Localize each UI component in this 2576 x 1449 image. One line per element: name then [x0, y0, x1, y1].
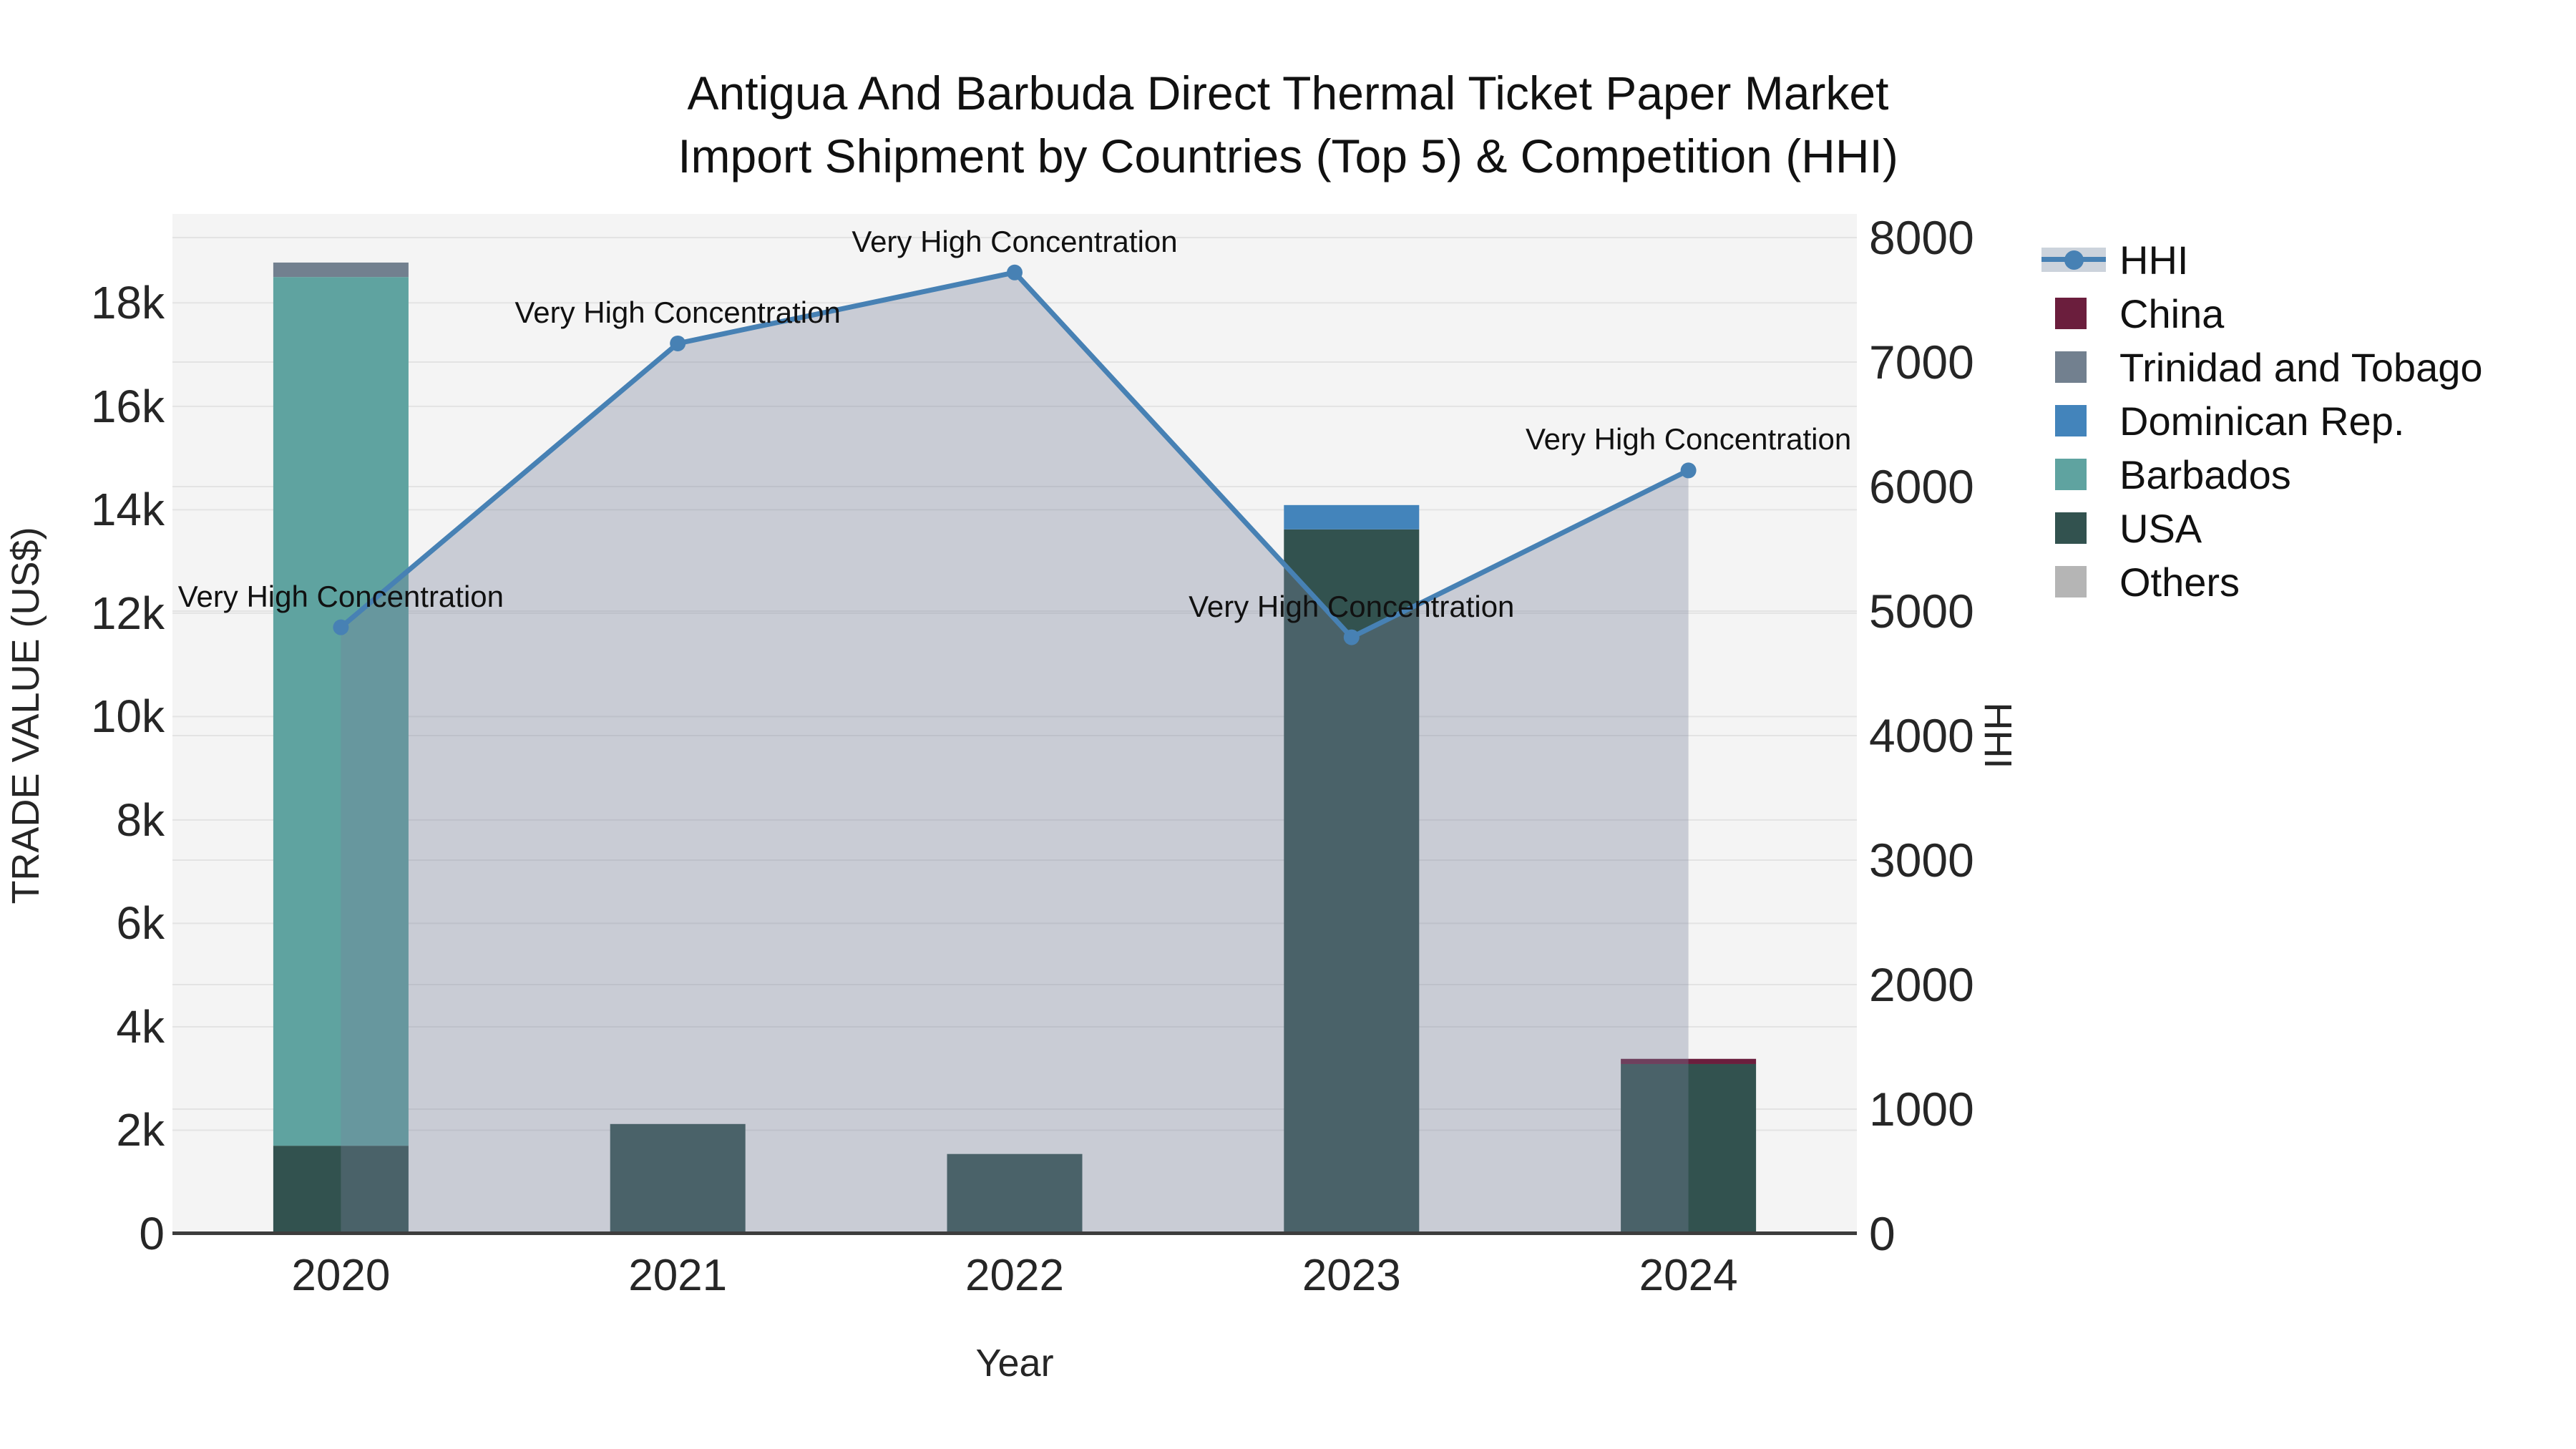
bar-2023-dominican-rep[interactable]: [1284, 504, 1420, 530]
legend-item-hhi[interactable]: HHI: [2039, 233, 2188, 287]
legend-label-usa: USA: [2119, 505, 2202, 551]
legend-swatch-trinidad-and-tobago-icon: [2055, 351, 2087, 383]
legend-label-dominican-rep: Dominican Rep.: [2119, 398, 2405, 444]
y-tick-right-3000: 3000: [1869, 834, 1974, 887]
hhi-point-2021[interactable]: [670, 335, 686, 351]
y-tick-right-7000: 7000: [1869, 336, 1974, 389]
hhi-area-fill: [341, 272, 1689, 1234]
legend-item-others[interactable]: Others: [2039, 555, 2240, 609]
legend-item-usa[interactable]: USA: [2039, 501, 2202, 555]
legend-label-others: Others: [2119, 559, 2240, 605]
y-tick-right-4000: 4000: [1869, 709, 1974, 763]
hhi-point-2024[interactable]: [1680, 462, 1697, 479]
hhi-point-2022[interactable]: [1007, 264, 1023, 280]
bar-2022-usa[interactable]: [947, 1153, 1083, 1234]
y-tick-left-16k: 16k: [90, 380, 165, 432]
y-tick-right-0: 0: [1869, 1207, 1896, 1260]
bar-2020-trinidad-and-tobago[interactable]: [273, 262, 409, 278]
annotation-very-high-concentration-2022: Very High Concentration: [852, 224, 1178, 258]
legend-label-hhi: HHI: [2119, 237, 2189, 283]
y-tick-right-1000: 1000: [1869, 1083, 1974, 1136]
bar-2020-barbados[interactable]: [273, 277, 409, 1146]
legend-label-barbados: Barbados: [2119, 452, 2291, 497]
hhi-point-2020[interactable]: [333, 619, 349, 635]
chart-title-line2: Import Shipment by Countries (Top 5) & C…: [678, 130, 1898, 182]
bar-2024-china[interactable]: [1621, 1058, 1757, 1064]
legend-swatch-dominican-rep-icon: [2055, 405, 2087, 436]
legend-item-china[interactable]: China: [2039, 286, 2224, 341]
legend-swatch-others-icon: [2055, 566, 2087, 597]
annotation-very-high-concentration-2021: Very High Concentration: [514, 295, 841, 329]
x-axis-title: Year: [975, 1342, 1054, 1385]
x-tick-2023: 2023: [1302, 1251, 1401, 1300]
hhi-point-2023[interactable]: [1343, 629, 1360, 645]
y-tick-right-8000: 8000: [1869, 211, 1974, 265]
legend-swatch-barbados-icon: [2055, 459, 2087, 490]
y-tick-left-4k: 4k: [116, 1000, 165, 1053]
bar-2023-usa[interactable]: [1284, 529, 1420, 1234]
x-axis-line: [172, 1231, 1857, 1235]
plot-background: [172, 214, 1857, 1234]
legend-item-barbados[interactable]: Barbados: [2039, 447, 2291, 502]
legend-swatch-china-icon: [2055, 298, 2087, 329]
y-tick-right-6000: 6000: [1869, 460, 1974, 514]
legend-swatch-usa-icon: [2055, 512, 2087, 544]
annotation-very-high-concentration-2024: Very High Concentration: [1525, 422, 1852, 457]
x-tick-2020: 2020: [291, 1251, 391, 1300]
x-tick-2022: 2022: [965, 1251, 1064, 1300]
y-tick-left-10k: 10k: [90, 691, 165, 743]
legend-hhi-line-icon: [2041, 248, 2106, 272]
bar-2021-usa[interactable]: [610, 1123, 746, 1234]
chart-title: Antigua And Barbuda Direct Thermal Ticke…: [0, 62, 2576, 187]
bar-2024-usa[interactable]: [1621, 1063, 1757, 1234]
x-tick-2021: 2021: [628, 1251, 728, 1300]
y-tick-left-18k: 18k: [90, 277, 165, 329]
bar-2020-usa[interactable]: [273, 1146, 409, 1234]
y-tick-left-2k: 2k: [116, 1104, 165, 1156]
y-tick-right-5000: 5000: [1869, 585, 1974, 638]
y-tick-right-2000: 2000: [1869, 958, 1974, 1011]
y-axis-title-right: HHI: [1976, 702, 2019, 769]
y-tick-left-6k: 6k: [116, 897, 165, 950]
y-tick-left-0: 0: [139, 1208, 165, 1259]
y-tick-left-12k: 12k: [90, 587, 165, 639]
chart-title-line1: Antigua And Barbuda Direct Thermal Ticke…: [687, 67, 1889, 119]
legend-label-china: China: [2119, 291, 2225, 336]
y-axis-title-left: TRADE VALUE (US$): [4, 527, 47, 904]
y-tick-left-14k: 14k: [90, 484, 165, 536]
x-tick-2024: 2024: [1639, 1251, 1738, 1300]
annotation-very-high-concentration-2023: Very High Concentration: [1189, 589, 1515, 623]
legend-item-dominican-rep[interactable]: Dominican Rep.: [2039, 394, 2404, 448]
legend-item-trinidad-and-tobago[interactable]: Trinidad and Tobago: [2039, 340, 2483, 394]
legend-label-trinidad-and-tobago: Trinidad and Tobago: [2119, 344, 2483, 390]
y-tick-left-8k: 8k: [116, 794, 165, 846]
annotation-very-high-concentration-2020: Very High Concentration: [177, 579, 504, 613]
legend-hhi-marker-icon: [2064, 250, 2084, 270]
